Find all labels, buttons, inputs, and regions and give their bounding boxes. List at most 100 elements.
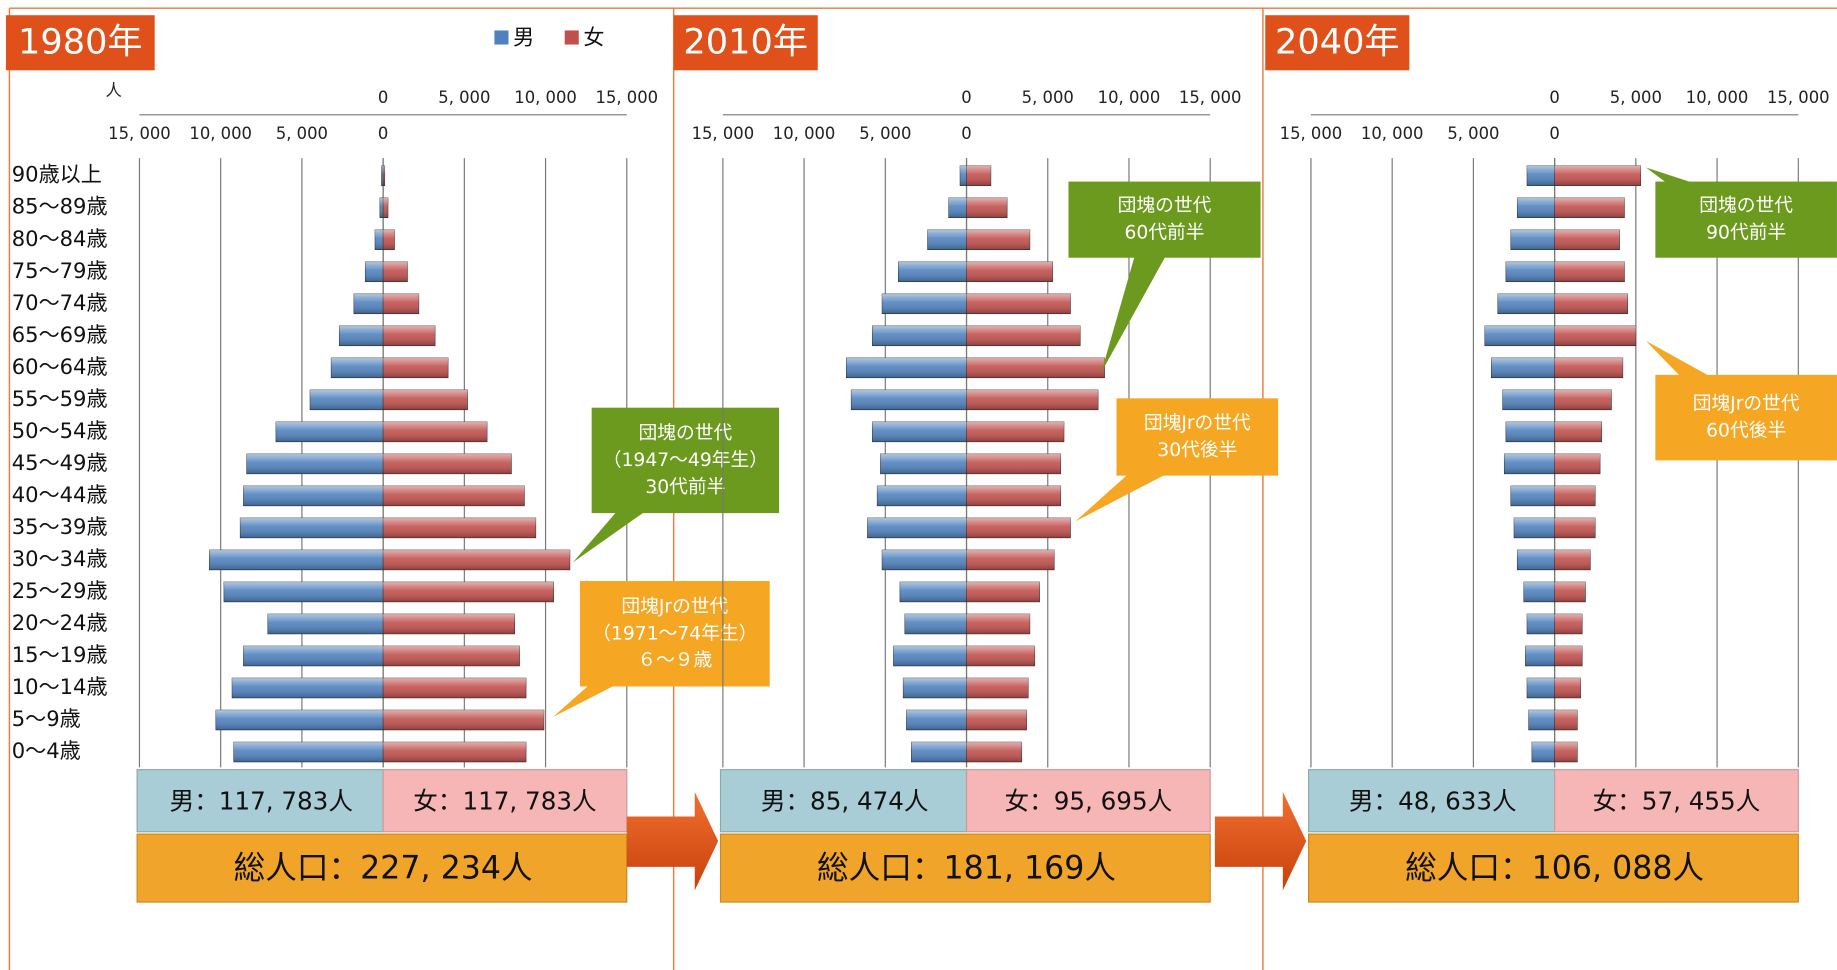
category-label: 25～29歳	[12, 578, 108, 603]
x-tick-label: 5, 000	[859, 124, 911, 143]
female-total-box	[965, 769, 1211, 833]
bar-shine	[966, 389, 1099, 410]
callout-text: 団塊Jrの世代	[1693, 394, 1800, 415]
bar-shine	[383, 710, 544, 730]
x-tick-label: 5, 000	[1022, 88, 1074, 107]
callout-text: ６～９歳	[637, 650, 712, 671]
bar-shine	[1554, 742, 1578, 762]
bar-shine	[383, 581, 554, 602]
bar-shine	[966, 421, 1064, 442]
bar-shine	[960, 165, 967, 186]
x-tick-label: 0	[961, 88, 971, 107]
category-label: 60～64歳	[12, 354, 108, 379]
male-total: 男：85, 474人	[761, 786, 929, 815]
bar-shine	[1554, 453, 1601, 474]
callout-text: 30代前半	[645, 477, 725, 498]
bar-shine	[966, 678, 1029, 698]
total-box	[1308, 833, 1799, 903]
total-population: 総人口：181, 169人	[817, 850, 1116, 886]
x-tick-label: 15, 000	[108, 124, 171, 143]
bar-shine	[1554, 614, 1583, 634]
bar-shine	[882, 549, 967, 570]
callout-text: 団塊の世代	[639, 423, 733, 444]
arrow	[1214, 791, 1307, 891]
bar-shine	[1525, 646, 1555, 666]
bar-shine	[906, 710, 967, 730]
bar-shine	[267, 614, 384, 634]
bar-shine	[1527, 678, 1555, 698]
bar-shine	[1554, 293, 1628, 314]
bar-shine	[846, 357, 967, 378]
bar-shine	[877, 485, 967, 506]
total-box	[136, 833, 628, 903]
bar-shine	[1527, 165, 1555, 186]
bar-shine	[246, 453, 384, 474]
bar-shine	[904, 614, 967, 634]
bar-shine	[1554, 581, 1586, 602]
bar-shine	[966, 197, 1008, 218]
x-tick-label: 15, 000	[692, 124, 755, 143]
bar-shine	[1554, 549, 1591, 570]
bar-shine	[966, 710, 1027, 730]
bar-shine	[911, 742, 967, 762]
x-tick-label: 0	[1549, 124, 1559, 143]
category-label: 70～74歳	[12, 290, 108, 315]
bar-shine	[1497, 293, 1555, 314]
callout-box	[1655, 181, 1837, 258]
category-label: 80～84歳	[12, 226, 108, 251]
bar-shine	[383, 165, 385, 186]
bar-shine	[365, 261, 384, 282]
bar-shine	[383, 325, 436, 346]
category-label: 85～89歳	[12, 194, 108, 219]
callout-box	[591, 407, 780, 514]
chart-title: 2040年	[1275, 21, 1400, 62]
bar-shine	[383, 421, 488, 442]
bar-shine	[1517, 549, 1555, 570]
category-label: 35～39歳	[12, 514, 108, 539]
legend-label: 男	[513, 25, 534, 50]
bar-shine	[1554, 261, 1625, 282]
category-label: 10～14歳	[12, 674, 108, 699]
x-tick-label: 5, 000	[438, 88, 490, 107]
bar-shine	[353, 293, 384, 314]
total-population: 総人口：106, 088人	[1405, 850, 1704, 886]
bar-shine	[240, 517, 384, 538]
bar-shine	[966, 517, 1071, 538]
x-tick-label: 15, 000	[1767, 88, 1830, 107]
x-tick-label: 5, 000	[1447, 124, 1499, 143]
x-tick-label: 10, 000	[1098, 88, 1161, 107]
bar-shine	[927, 229, 967, 250]
male-total-box	[1308, 769, 1556, 833]
bar-shine	[383, 293, 419, 314]
bar-shine	[383, 229, 395, 250]
bar-shine	[1523, 581, 1555, 602]
bar-shine	[966, 453, 1061, 474]
bar-shine	[383, 678, 527, 698]
female-total-box	[1554, 769, 1799, 833]
category-label: 5～9歳	[12, 706, 81, 731]
x-tick-label: 0	[378, 88, 388, 107]
male-total: 男：48, 633人	[1349, 786, 1517, 815]
callout-text: 団塊Jrの世代	[621, 596, 728, 617]
x-tick-label: 10, 000	[1686, 88, 1749, 107]
bar-shine	[383, 357, 449, 378]
x-tick-label: 10, 000	[514, 88, 577, 107]
bar-shine	[310, 389, 384, 410]
bar-shine	[1517, 197, 1555, 218]
bar-shine	[966, 261, 1053, 282]
bar-shine	[1510, 229, 1555, 250]
x-tick-label: 15, 000	[1179, 88, 1242, 107]
bar-shine	[1527, 614, 1555, 634]
bar-shine	[1554, 357, 1623, 378]
bar-shine	[966, 549, 1055, 570]
bar-shine	[1554, 229, 1620, 250]
bar-shine	[851, 389, 967, 410]
category-label: 55～59歳	[12, 386, 108, 411]
category-label: 30～34歳	[12, 546, 108, 571]
bar-shine	[383, 261, 408, 282]
bar-shine	[872, 421, 967, 442]
unit-label: 人	[105, 81, 121, 100]
bar-shine	[966, 614, 1030, 634]
bar-shine	[893, 646, 967, 666]
bar-shine	[948, 197, 967, 218]
